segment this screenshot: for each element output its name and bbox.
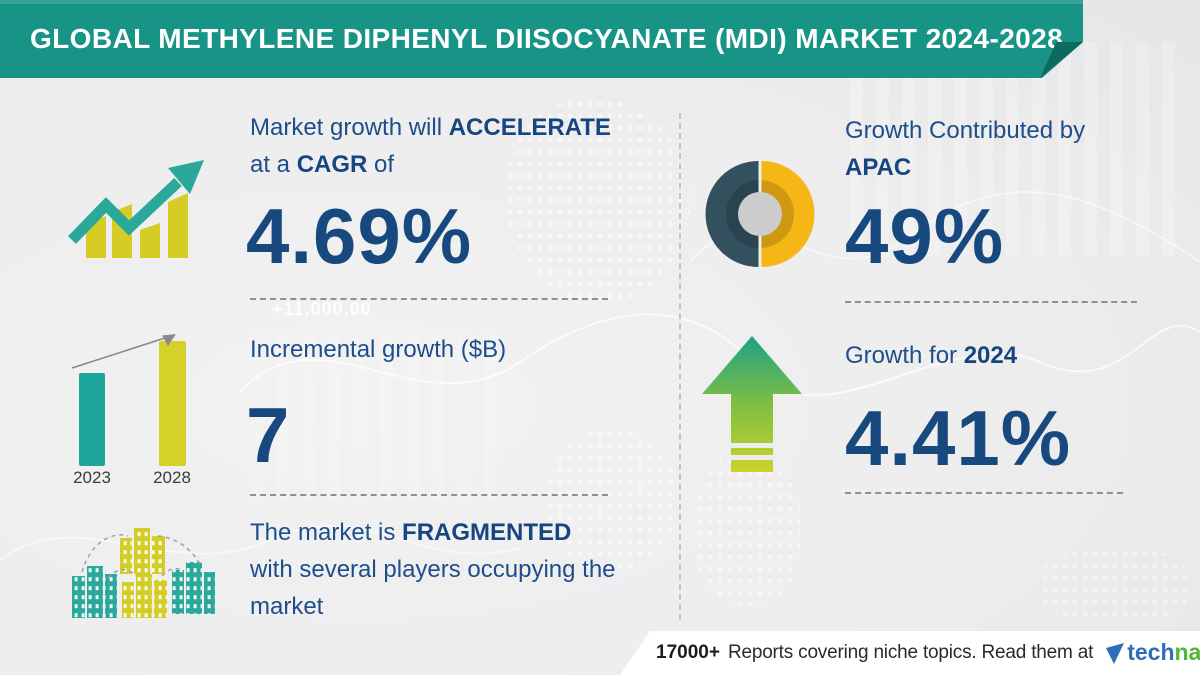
growth-2024-caption: Growth for 2024 — [845, 337, 1017, 374]
building-cluster-bottom — [122, 574, 167, 618]
technavio-logo-icon — [1106, 643, 1125, 664]
end-year-label: 2028 — [153, 468, 191, 487]
divider-right-2 — [845, 492, 1123, 494]
incremental-growth-label: Incremental growth ($B) — [250, 336, 507, 363]
fragmented-caption-text: The market is — [250, 519, 403, 546]
fragmented-caption: The market is FRAGMENTED with several pl… — [250, 514, 616, 625]
background-watermark-text: +11,000.00 — [272, 299, 372, 319]
cagr-keyword: CAGR — [296, 151, 368, 178]
cagr-caption: Market growth will ACCELERATE at a CAGR … — [250, 109, 611, 183]
technavio-logo[interactable]: technavio™ — [1105, 641, 1200, 665]
divider-right-1 — [845, 301, 1137, 303]
fragmented-keyword: FRAGMENTED — [402, 519, 572, 546]
growth-up-arrow-icon — [702, 336, 802, 472]
fragmented-caption-line3: market — [250, 593, 324, 620]
cagr-value: 4.69% — [246, 192, 473, 280]
brand-tech: tech — [1127, 639, 1175, 665]
page-title: GLOBAL METHYLENE DIPHENYL DIISOCYANATE (… — [30, 23, 1064, 54]
fragmented-market-buildings-icon — [72, 528, 215, 618]
building-cluster-left — [72, 566, 117, 618]
growth-2024-text: Growth for — [845, 342, 964, 369]
divider-left-2 — [250, 494, 608, 496]
cagr-caption-text-3: of — [367, 151, 395, 178]
growth-2024-year: 2024 — [963, 342, 1018, 369]
start-year-label: 2023 — [73, 468, 111, 487]
brand-navio: navio — [1174, 639, 1200, 665]
footer-bar: 17000+ Reports covering niche topics. Re… — [620, 631, 1200, 675]
divider-left-1 — [250, 298, 608, 300]
fragmented-caption-line2: with several players occupying the — [250, 556, 616, 583]
background-dot-map-4 — [1040, 548, 1190, 623]
apac-value: 49% — [845, 192, 1005, 280]
cagr-accelerate-keyword: ACCELERATE — [448, 114, 611, 141]
connection-arcs — [81, 534, 201, 579]
growth-trend-chart-icon — [68, 160, 204, 258]
cagr-caption-text-2: at a — [250, 151, 297, 178]
reports-count: 17000+ — [656, 642, 720, 663]
growth-2024-value: 4.41% — [845, 394, 1072, 482]
background-dot-map-3 — [695, 455, 800, 605]
column-divider — [679, 113, 681, 620]
building-cluster-top — [120, 528, 165, 574]
apac-donut-chart-icon — [705, 161, 815, 267]
header-ribbon: GLOBAL METHYLENE DIPHENYL DIISOCYANATE (… — [0, 0, 1083, 78]
cagr-caption-text: Market growth will — [250, 114, 449, 141]
year-comparison-bars-icon: 2023 2028 — [64, 326, 199, 491]
apac-keyword: APAC — [845, 154, 912, 181]
apac-caption-line1: Growth Contributed by — [845, 117, 1086, 144]
incremental-growth-value: 7 — [246, 391, 291, 479]
apac-caption: Growth Contributed by APAC — [845, 112, 1085, 186]
footer-text: Reports covering niche topics. Read them… — [727, 642, 1094, 663]
building-cluster-right — [172, 562, 215, 614]
